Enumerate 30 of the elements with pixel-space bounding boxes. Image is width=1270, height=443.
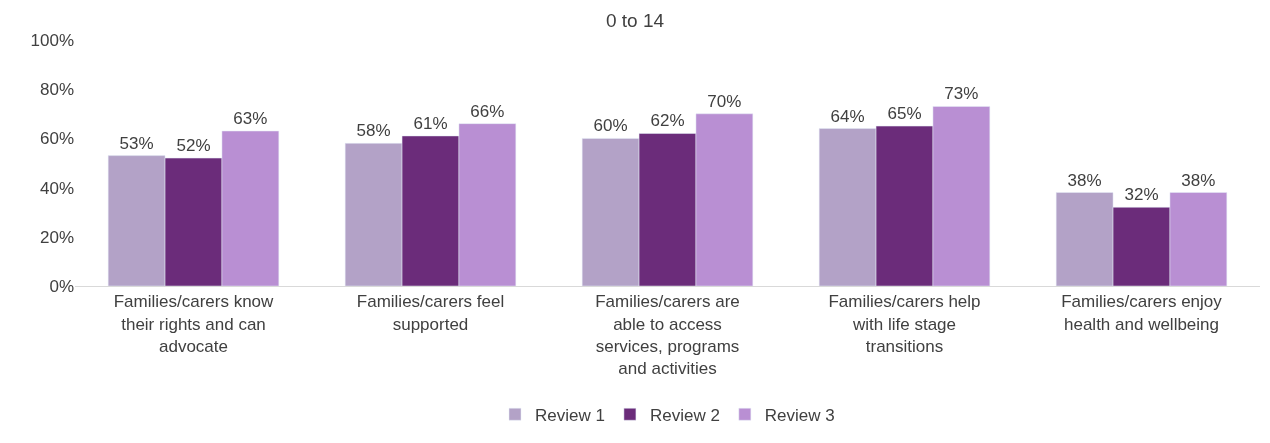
data-label: 62% <box>650 111 685 131</box>
data-label: 64% <box>830 106 865 126</box>
y-tick-label: 60% <box>39 129 74 149</box>
data-label: 70% <box>707 91 742 111</box>
data-label: 53% <box>119 133 154 153</box>
legend-label: Review 3 <box>764 405 835 425</box>
x-tick-label: Families/carers feel supported <box>356 292 505 334</box>
data-label: 38% <box>1181 170 1216 190</box>
y-tick-label: 0% <box>49 276 74 296</box>
data-label: 58% <box>356 121 391 141</box>
data-label: 61% <box>413 113 448 133</box>
x-tick-label: Families/carers know their rights and can advocate <box>113 292 275 356</box>
y-tick-label: 100% <box>30 30 74 50</box>
data-label: 38% <box>1067 170 1102 190</box>
data-label: 63% <box>233 109 268 129</box>
y-tick-label: 40% <box>39 178 74 198</box>
x-tick-label: Families/carers help with life stage transitions <box>828 292 981 356</box>
y-tick-label: 80% <box>39 80 74 100</box>
data-label: 32% <box>1124 185 1159 205</box>
y-tick-label: 20% <box>39 227 74 247</box>
data-label: 66% <box>470 101 505 121</box>
data-label: 60% <box>593 116 628 136</box>
data-label: 73% <box>944 84 979 104</box>
data-label: 65% <box>887 104 922 124</box>
legend-label: Review 2 <box>649 405 720 425</box>
legend-label: Review 1 <box>535 405 605 425</box>
x-tick-label: Families/carers are able to access services, programs and activities <box>595 292 740 378</box>
x-tick-label: Families/carers enjoy health and wellbeing <box>1061 292 1223 334</box>
data-label: 52% <box>176 136 211 156</box>
chart-title: 0 to 14 <box>605 9 665 31</box>
